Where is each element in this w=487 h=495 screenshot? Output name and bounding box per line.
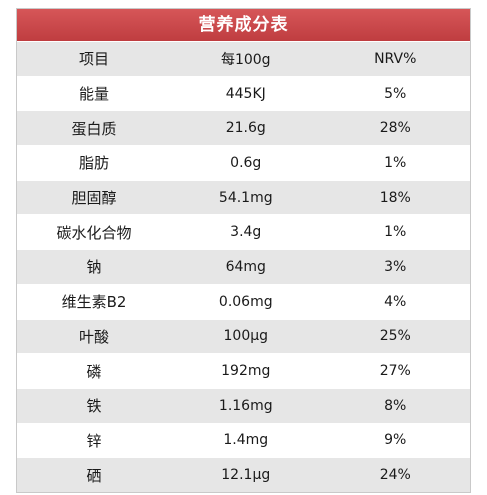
- header-row: 项目 每100g NRV%: [17, 41, 470, 77]
- nutrient-name: 磷: [17, 353, 172, 389]
- nutrient-nrv: 27%: [320, 353, 470, 389]
- nutrient-amount: 100μg: [171, 318, 321, 354]
- nutrient-nrv: 4%: [320, 283, 470, 319]
- nutrient-amount: 21.6g: [171, 110, 321, 146]
- nutrient-nrv: 8%: [320, 387, 470, 424]
- nutrient-name: 铁: [17, 387, 172, 424]
- nutrient-name: 锌: [17, 422, 172, 458]
- nutrient-amount: 445KJ: [171, 75, 321, 111]
- nutrient-amount: 3.4g: [171, 214, 321, 250]
- nutrient-name: 钠: [17, 249, 172, 285]
- nutrient-amount: 54.1mg: [171, 179, 321, 215]
- nutrient-nrv: 25%: [320, 318, 470, 354]
- nutrient-name: 叶酸: [17, 318, 172, 354]
- table-row: 碳水化合物 3.4g 1%: [17, 214, 470, 250]
- table-row: 脂肪 0.6g 1%: [17, 145, 470, 181]
- nutrient-amount: 0.6g: [171, 145, 321, 181]
- table-row: 硒 12.1μg 24%: [17, 457, 470, 492]
- nutrition-facts-table: 营养成分表 项目 每100g NRV% 能量 445KJ 5% 蛋白质 21.6…: [16, 8, 471, 493]
- nutrition-grid: 项目 每100g NRV% 能量 445KJ 5% 蛋白质 21.6g 28% …: [17, 41, 470, 492]
- nutrient-name: 能量: [17, 75, 172, 111]
- nutrient-name: 胆固醇: [17, 179, 172, 215]
- table-title: 营养成分表: [17, 9, 470, 41]
- table-row: 维生素B2 0.06mg 4%: [17, 283, 470, 319]
- nutrient-amount: 64mg: [171, 249, 321, 285]
- nutrient-nrv: 5%: [320, 75, 470, 111]
- table-row: 能量 445KJ 5%: [17, 75, 470, 111]
- header-nrv: NRV%: [320, 41, 470, 77]
- nutrient-name: 维生素B2: [17, 283, 172, 319]
- table-row: 磷 192mg 27%: [17, 353, 470, 389]
- header-amount: 每100g: [171, 41, 321, 77]
- table-row: 铁 1.16mg 8%: [17, 387, 470, 424]
- nutrient-nrv: 1%: [320, 145, 470, 181]
- table-row: 蛋白质 21.6g 28%: [17, 110, 470, 146]
- nutrient-nrv: 24%: [320, 457, 470, 492]
- table-row: 锌 1.4mg 9%: [17, 422, 470, 458]
- nutrient-nrv: 9%: [320, 422, 470, 458]
- table-row: 钠 64mg 3%: [17, 249, 470, 285]
- nutrient-amount: 1.4mg: [171, 422, 321, 458]
- nutrient-nrv: 18%: [320, 179, 470, 215]
- nutrient-name: 蛋白质: [17, 110, 172, 146]
- nutrient-amount: 192mg: [171, 353, 321, 389]
- nutrient-name: 脂肪: [17, 145, 172, 181]
- nutrient-nrv: 28%: [320, 110, 470, 146]
- table-row: 叶酸 100μg 25%: [17, 318, 470, 354]
- header-item: 项目: [17, 41, 172, 77]
- nutrient-amount: 0.06mg: [171, 283, 321, 319]
- nutrient-nrv: 1%: [320, 214, 470, 250]
- nutrient-nrv: 3%: [320, 249, 470, 285]
- nutrient-name: 硒: [17, 457, 172, 492]
- nutrient-name: 碳水化合物: [17, 214, 172, 250]
- nutrient-amount: 1.16mg: [171, 387, 321, 424]
- nutrient-amount: 12.1μg: [171, 457, 321, 492]
- table-row: 胆固醇 54.1mg 18%: [17, 179, 470, 215]
